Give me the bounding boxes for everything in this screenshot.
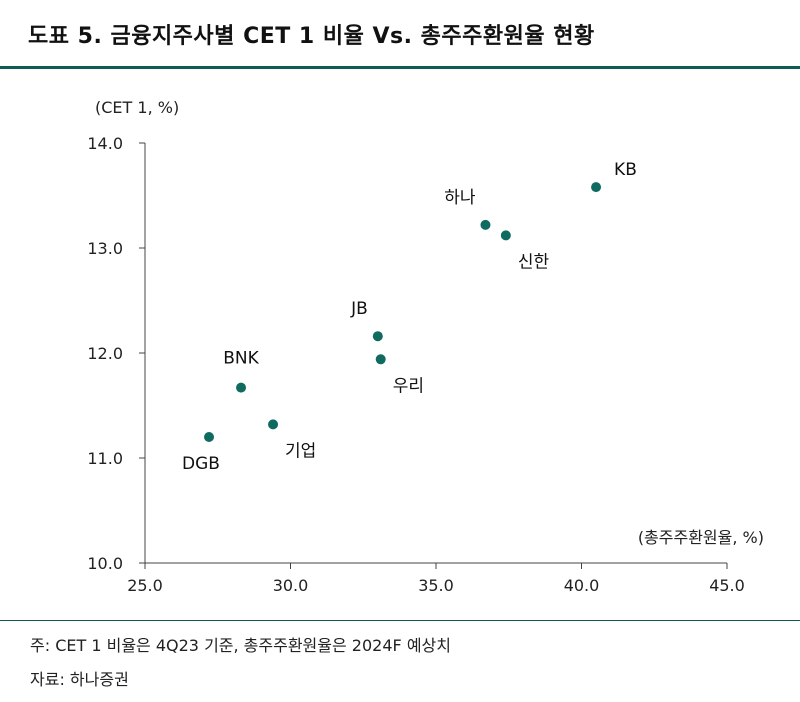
data-points [204, 182, 602, 442]
data-point [480, 219, 491, 230]
data-point-label: KB [614, 160, 637, 180]
data-point [236, 382, 247, 393]
footer-divider [0, 620, 800, 621]
x-ticks: 25.0 30.0 35.0 40.0 45.0 [127, 563, 745, 595]
data-point-label: BNK [223, 349, 259, 369]
chart-axes: 10.0 11.0 12.0 13.0 14.0 25.0 30.0 35.0 40.0 45.… [87, 134, 744, 595]
data-point-label: 우리 [393, 376, 424, 396]
data-point [372, 331, 383, 342]
y-axis-label: (CET 1, %) [95, 98, 179, 117]
data-point [500, 230, 511, 241]
y-tick-label: 13.0 [87, 239, 123, 258]
y-tick-label: 14.0 [87, 134, 123, 153]
data-point-label: 기업 [285, 441, 316, 461]
data-point [375, 354, 386, 365]
source-note: 자료: 하나증권 [30, 670, 129, 689]
x-tick-label: 25.0 [127, 576, 163, 595]
y-tick-label: 12.0 [87, 344, 123, 363]
footnote: 주: CET 1 비율은 4Q23 기준, 총주주환원율은 2024F 예상치 [30, 636, 451, 655]
data-point [268, 419, 279, 430]
x-tick-label: 35.0 [418, 576, 454, 595]
page-title: 도표 5. 금융지주사별 CET 1 비율 Vs. 총주주환원율 현황 [28, 24, 595, 49]
x-axis-label: (총주주환원율, %) [638, 528, 764, 547]
title-divider [0, 66, 800, 69]
x-tick-label: 45.0 [709, 576, 745, 595]
data-point [204, 432, 215, 442]
data-point [591, 182, 602, 193]
data-point-label: 하나 [444, 188, 476, 208]
y-tick-label: 11.0 [87, 449, 123, 468]
data-point-label: DGB [182, 454, 220, 474]
x-tick-label: 40.0 [564, 576, 600, 595]
data-point-label: JB [350, 299, 368, 319]
x-tick-label: 30.0 [273, 576, 309, 595]
y-ticks: 10.0 11.0 12.0 13.0 14.0 [87, 134, 145, 573]
y-tick-label: 10.0 [87, 554, 123, 573]
data-point-label: 신한 [518, 252, 550, 272]
